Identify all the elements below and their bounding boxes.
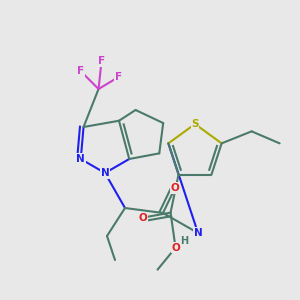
Text: F: F [115, 72, 122, 82]
Text: O: O [171, 183, 179, 193]
Text: F: F [77, 66, 84, 76]
Text: O: O [171, 243, 180, 253]
Text: N: N [100, 168, 109, 178]
Text: S: S [191, 119, 199, 129]
Text: F: F [98, 56, 105, 66]
Text: N: N [76, 154, 85, 164]
Text: H: H [180, 236, 188, 246]
Text: N: N [194, 228, 202, 238]
Text: O: O [138, 213, 147, 223]
